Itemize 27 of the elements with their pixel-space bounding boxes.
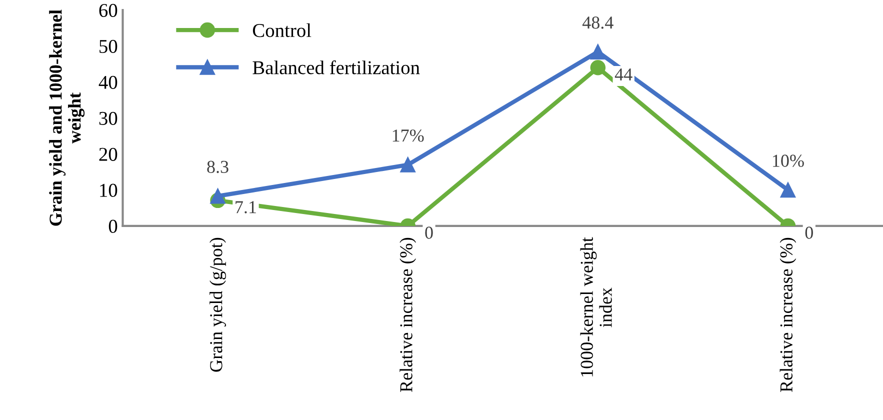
y-tick-label: 10 [100,184,118,197]
y-tick-label: 40 [98,76,118,89]
legend-label: Control [252,23,312,38]
y-tick-label: 60 [99,4,118,18]
y-tick-label: 30 [99,112,118,125]
point [210,188,226,204]
data-label: 48.4 [582,16,614,29]
point [780,182,796,198]
y-tick-label: 50 [100,40,118,53]
data-label: 17% [392,129,424,142]
x-tick-label: Relative increase (%) [780,238,796,392]
x-tick-label: 1000-kernel weight index [580,237,612,376]
data-label: 7.1 [236,201,256,214]
y-tick-label: 20 [99,148,118,161]
legend-label: Balanced fertilization [252,60,420,74]
data-label: 0 [805,226,813,239]
x-tick-label: Relative increase (%) [400,238,416,392]
y-axis-title: Grain yield and 1000-kernel weight [49,10,85,226]
point [400,157,416,172]
y-tick-label: 0 [108,220,118,233]
point [590,44,606,60]
x-tick-label: Grain yield (g/pot) [210,238,226,372]
data-label: 8.3 [207,160,228,174]
point [590,60,606,76]
data-label: 10% [773,154,804,167]
data-label: 0 [425,226,433,239]
data-label: 44 [614,68,632,80]
